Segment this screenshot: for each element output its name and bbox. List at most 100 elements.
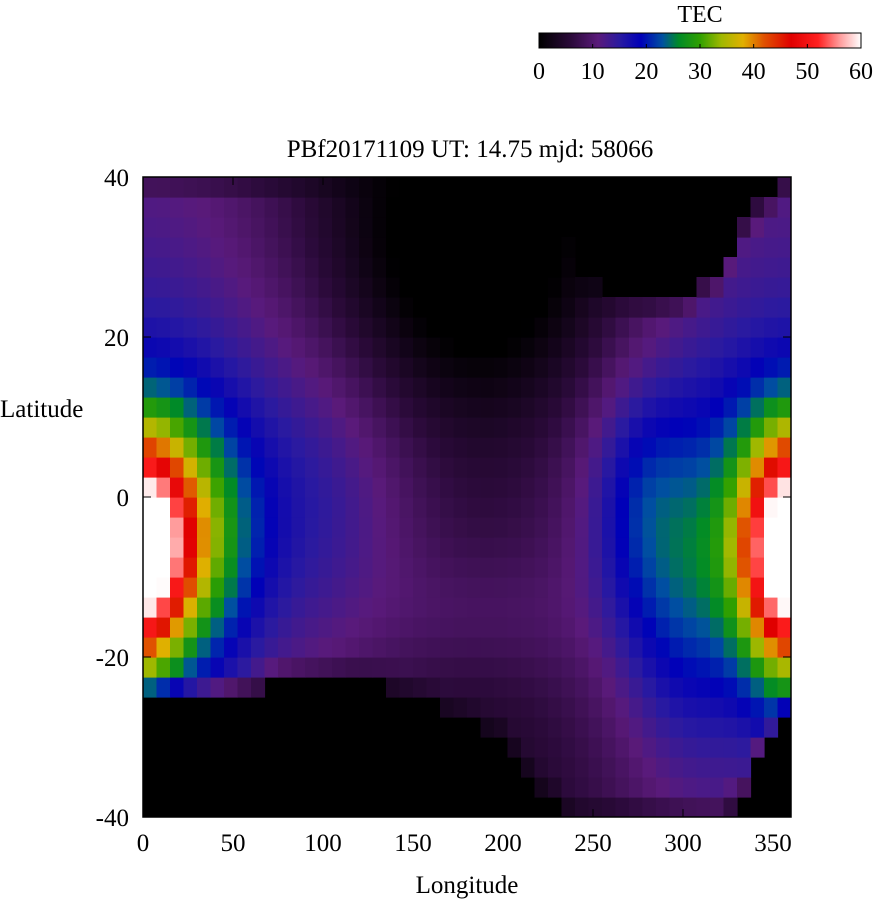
heatmap-cell bbox=[521, 537, 536, 558]
heatmap-cell bbox=[521, 597, 536, 618]
heatmap-cell bbox=[440, 497, 455, 518]
heatmap-cell bbox=[332, 577, 347, 598]
heatmap-cell bbox=[521, 737, 536, 758]
heatmap-cell bbox=[683, 337, 698, 358]
heatmap-cell bbox=[251, 437, 266, 458]
heatmap-cell bbox=[359, 517, 374, 538]
heatmap-cell bbox=[561, 457, 576, 478]
heatmap-cell bbox=[210, 457, 225, 478]
heatmap-cell bbox=[737, 417, 752, 438]
heatmap-cell bbox=[683, 717, 698, 738]
heatmap-cell bbox=[372, 337, 387, 358]
heatmap-cell bbox=[183, 597, 198, 618]
heatmap-cell bbox=[764, 497, 779, 518]
heatmap-cell bbox=[507, 657, 522, 678]
heatmap-cell bbox=[764, 537, 779, 558]
colorbar-tick-label: 60 bbox=[849, 59, 873, 85]
heatmap-cell bbox=[642, 297, 657, 318]
heatmap-cell bbox=[764, 657, 779, 678]
heatmap-cell bbox=[629, 497, 644, 518]
x-tick-label: 300 bbox=[664, 830, 702, 857]
heatmap-cell bbox=[494, 497, 509, 518]
heatmap-cell bbox=[777, 257, 791, 278]
heatmap-cell bbox=[710, 657, 725, 678]
heatmap-cell bbox=[777, 317, 791, 338]
heatmap-cell bbox=[629, 777, 644, 798]
heatmap-cell bbox=[656, 757, 671, 778]
heatmap-cell bbox=[345, 357, 360, 378]
heatmap-cell bbox=[696, 697, 711, 718]
heatmap-cell bbox=[413, 577, 428, 598]
heatmap-cell bbox=[642, 417, 657, 438]
heatmap-cell bbox=[453, 177, 468, 198]
heatmap-cell bbox=[183, 637, 198, 658]
heatmap-cell bbox=[507, 437, 522, 458]
heatmap-cell bbox=[467, 477, 482, 498]
heatmap-cell bbox=[183, 457, 198, 478]
heatmap-cell bbox=[480, 717, 495, 738]
heatmap-cell bbox=[413, 417, 428, 438]
heatmap-cell bbox=[696, 517, 711, 538]
heatmap-cell bbox=[615, 757, 630, 778]
heatmap-cell bbox=[561, 517, 576, 538]
heatmap-cell bbox=[278, 617, 293, 638]
heatmap-cell bbox=[264, 357, 279, 378]
heatmap-cell bbox=[426, 277, 441, 298]
heatmap-cell bbox=[534, 777, 549, 798]
heatmap-cell bbox=[359, 197, 374, 218]
heatmap-cell bbox=[656, 657, 671, 678]
heatmap-cell bbox=[399, 517, 414, 538]
heatmap-cell bbox=[440, 637, 455, 658]
heatmap-cell bbox=[318, 257, 333, 278]
heatmap-cell bbox=[480, 697, 495, 718]
heatmap-cell bbox=[548, 697, 563, 718]
heatmap-cell bbox=[629, 377, 644, 398]
heatmap-cell bbox=[305, 397, 320, 418]
heatmap-cell bbox=[764, 457, 779, 478]
heatmap-cell bbox=[602, 697, 617, 718]
heatmap-cell bbox=[737, 577, 752, 598]
heatmap-cell bbox=[170, 557, 185, 578]
heatmap-cell bbox=[777, 237, 791, 258]
heatmap-cell bbox=[291, 457, 306, 478]
heatmap-cell bbox=[480, 297, 495, 318]
heatmap-cell bbox=[656, 477, 671, 498]
heatmap-cell bbox=[399, 357, 414, 378]
heatmap-cell bbox=[723, 717, 738, 738]
heatmap-cell bbox=[602, 717, 617, 738]
y-axis-label: Latitude bbox=[0, 396, 83, 423]
heatmap-cell bbox=[575, 757, 590, 778]
heatmap-cell bbox=[386, 517, 401, 538]
heatmap-cell bbox=[764, 277, 779, 298]
heatmap-cell bbox=[467, 217, 482, 238]
heatmap-cell bbox=[750, 397, 765, 418]
heatmap-cell bbox=[494, 197, 509, 218]
heatmap-cell bbox=[143, 557, 158, 578]
heatmap-cell bbox=[305, 537, 320, 558]
heatmap-cell bbox=[156, 677, 171, 698]
heatmap-cell bbox=[359, 617, 374, 638]
heatmap-cell bbox=[278, 177, 293, 198]
heatmap-cell bbox=[224, 517, 239, 538]
heatmap-cell bbox=[345, 617, 360, 638]
heatmap-cell bbox=[507, 357, 522, 378]
heatmap-cell bbox=[575, 417, 590, 438]
heatmap-cell bbox=[170, 537, 185, 558]
heatmap-cell bbox=[588, 757, 603, 778]
heatmap-cell bbox=[359, 397, 374, 418]
heatmap-cell bbox=[669, 517, 684, 538]
heatmap-cell bbox=[615, 577, 630, 598]
heatmap-cell bbox=[426, 597, 441, 618]
heatmap-cell bbox=[777, 197, 791, 218]
heatmap-cell bbox=[170, 477, 185, 498]
heatmap-cell bbox=[305, 517, 320, 538]
heatmap-cell bbox=[264, 557, 279, 578]
heatmap-cell bbox=[399, 477, 414, 498]
heatmap-cell bbox=[561, 717, 576, 738]
heatmap-cell bbox=[251, 377, 266, 398]
heatmap-cell bbox=[723, 537, 738, 558]
heatmap-cell bbox=[372, 237, 387, 258]
heatmap-cell bbox=[291, 577, 306, 598]
heatmap-cell bbox=[507, 317, 522, 338]
heatmap-cell bbox=[588, 437, 603, 458]
